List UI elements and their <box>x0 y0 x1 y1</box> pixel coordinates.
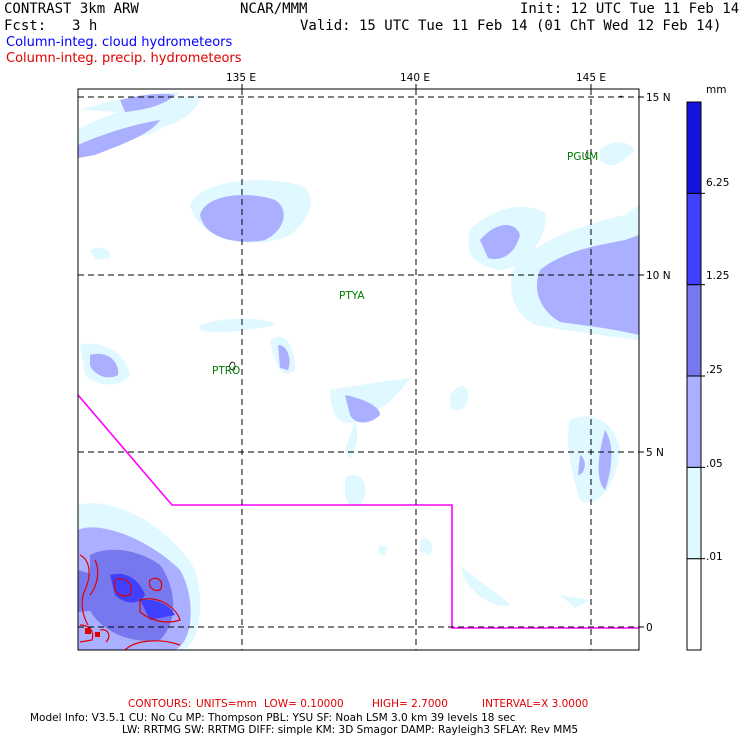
fcst-value: 3 h <box>72 18 98 34</box>
org-label: NCAR/MMM <box>240 1 308 17</box>
model-title: CONTRAST 3km ARW <box>4 1 139 17</box>
colorbar-unit: mm <box>706 84 727 96</box>
contours-high: HIGH= 2.7000 <box>372 698 448 710</box>
fcst-label: Fcst: <box>4 18 47 34</box>
cloud-legend-label: Column-integ. cloud hydrometeors <box>6 35 233 50</box>
lat-label-0: 0 <box>646 622 653 634</box>
model-info-line1: Model Info: V3.5.1 CU: No Cu MP: Thompso… <box>30 712 516 724</box>
colorbar-label-1: .05 <box>706 458 723 470</box>
contours-low: LOW= 0.10000 <box>264 698 344 710</box>
lat-label-5n: 5 N <box>646 447 664 459</box>
contours-units: UNITS=mm <box>196 698 257 710</box>
lon-label-140: 140 E <box>400 72 431 84</box>
lat-label-10n: 10 N <box>646 270 671 282</box>
colorbar-label-2: .25 <box>706 364 723 376</box>
station-pgum: PGUM <box>567 151 599 163</box>
lon-label-135: 135 E <box>226 72 257 84</box>
valid-time: Valid: 15 UTC Tue 11 Feb 14 (01 ChT Wed … <box>300 18 722 34</box>
init-time: Init: 12 UTC Tue 11 Feb 14 <box>520 1 740 17</box>
lat-label-15n: 15 N <box>646 92 671 104</box>
lon-label-145: 145 E <box>576 72 607 84</box>
colorbar-label-0: .01 <box>706 551 723 563</box>
contours-interval: INTERVAL=X 3.0000 <box>482 698 589 710</box>
colorbar-label-3: 1.25 <box>706 270 730 282</box>
station-ptro: PTRO <box>212 365 241 377</box>
station-ptya: PTYA <box>339 290 365 302</box>
contours-label: CONTOURS: <box>128 698 192 710</box>
model-info-line2: LW: RRTMG SW: RRTMG DIFF: simple KM: 3D … <box>122 724 579 736</box>
precip-legend-label: Column-integ. precip. hydrometeors <box>6 51 242 66</box>
colorbar-label-4: 6.25 <box>706 177 730 189</box>
